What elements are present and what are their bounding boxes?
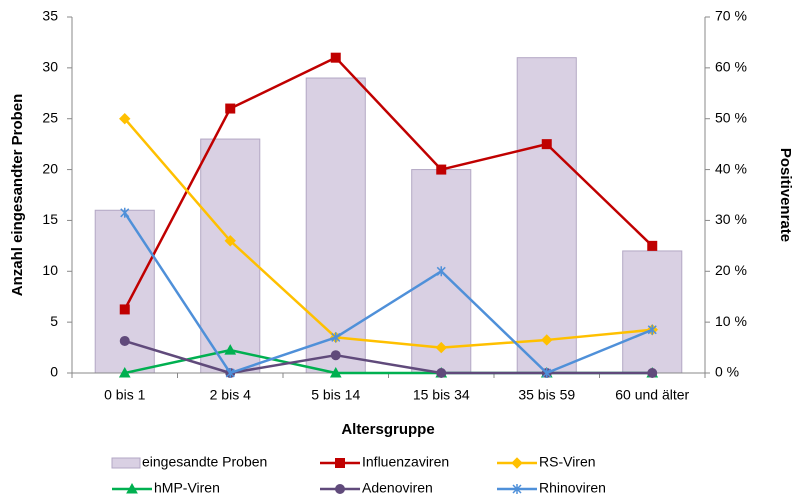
legend-swatch bbox=[111, 457, 141, 469]
legend-label: RS-Viren bbox=[539, 454, 596, 470]
line-marker bbox=[118, 366, 131, 378]
y-tick-label: 0 bbox=[50, 364, 58, 380]
legend-marker bbox=[511, 457, 523, 469]
y2-axis-title: Positivenrate bbox=[777, 148, 794, 242]
line-marker bbox=[647, 240, 658, 251]
legend-marker bbox=[126, 482, 138, 494]
line-marker bbox=[119, 304, 130, 315]
line-marker bbox=[329, 366, 342, 378]
legend-marker bbox=[335, 458, 345, 468]
line-marker bbox=[436, 266, 446, 277]
line-marker bbox=[119, 113, 131, 125]
bar bbox=[516, 57, 577, 374]
bar bbox=[200, 138, 261, 374]
line bbox=[123, 212, 653, 375]
line bbox=[124, 339, 653, 375]
line-marker bbox=[119, 335, 130, 346]
legend-marker bbox=[335, 484, 345, 494]
y-tick-label: 25 bbox=[42, 109, 58, 125]
y-axis-title: Anzahl eingesandter Proben bbox=[9, 94, 26, 297]
y-tick-label: 15 bbox=[42, 211, 58, 227]
bar bbox=[305, 77, 366, 374]
line-marker bbox=[330, 350, 341, 361]
y2-tick-label: 70 % bbox=[715, 8, 747, 24]
x-tick-label: 5 bis 14 bbox=[311, 387, 360, 403]
line-marker bbox=[436, 164, 447, 175]
x-tick-label: 0 bis 1 bbox=[104, 387, 145, 403]
line-marker bbox=[647, 324, 657, 335]
line-marker bbox=[331, 332, 341, 343]
y2-tick-label: 60 % bbox=[715, 59, 747, 75]
y2-tick-label: 10 % bbox=[715, 313, 747, 329]
legend-label: Influenzaviren bbox=[362, 454, 449, 470]
legend-label: hMP-Viren bbox=[154, 480, 220, 496]
y-tick-label: 30 bbox=[42, 59, 58, 75]
line-marker bbox=[647, 368, 658, 378]
line-marker bbox=[541, 139, 552, 150]
x-tick-label: 2 bis 4 bbox=[210, 387, 251, 403]
line-marker bbox=[436, 368, 447, 378]
legend-marker bbox=[512, 484, 522, 494]
y2-tick-label: 0 % bbox=[715, 364, 739, 380]
legend-label: Rhinoviren bbox=[539, 480, 606, 496]
line-marker bbox=[120, 207, 130, 218]
line-marker bbox=[542, 368, 552, 378]
y2-tick-label: 20 % bbox=[715, 262, 747, 278]
line-marker bbox=[224, 344, 237, 355]
x-tick-label: 60 und älter bbox=[615, 387, 689, 403]
line-marker bbox=[224, 235, 236, 247]
line-marker bbox=[435, 341, 447, 354]
line bbox=[123, 117, 653, 349]
line-marker bbox=[541, 334, 553, 346]
y-tick-label: 20 bbox=[42, 160, 58, 176]
y-tick-label: 10 bbox=[42, 262, 58, 278]
line bbox=[123, 56, 654, 311]
line-marker bbox=[225, 103, 236, 114]
bar bbox=[94, 209, 155, 374]
y2-tick-label: 30 % bbox=[715, 211, 747, 227]
x-axis-title: Altersgruppe bbox=[341, 421, 434, 438]
bar bbox=[622, 250, 683, 374]
line-marker bbox=[225, 368, 235, 378]
legend-label: eingesandte Proben bbox=[142, 454, 267, 470]
y-tick-label: 5 bbox=[50, 313, 58, 329]
x-tick-label: 15 bis 34 bbox=[413, 387, 470, 403]
legend-label: Adenoviren bbox=[362, 480, 433, 496]
y2-tick-label: 40 % bbox=[715, 160, 747, 176]
y2-tick-label: 50 % bbox=[715, 109, 747, 125]
x-tick-label: 35 bis 59 bbox=[518, 387, 575, 403]
y-tick-label: 35 bbox=[42, 8, 58, 24]
line-marker bbox=[330, 52, 341, 63]
